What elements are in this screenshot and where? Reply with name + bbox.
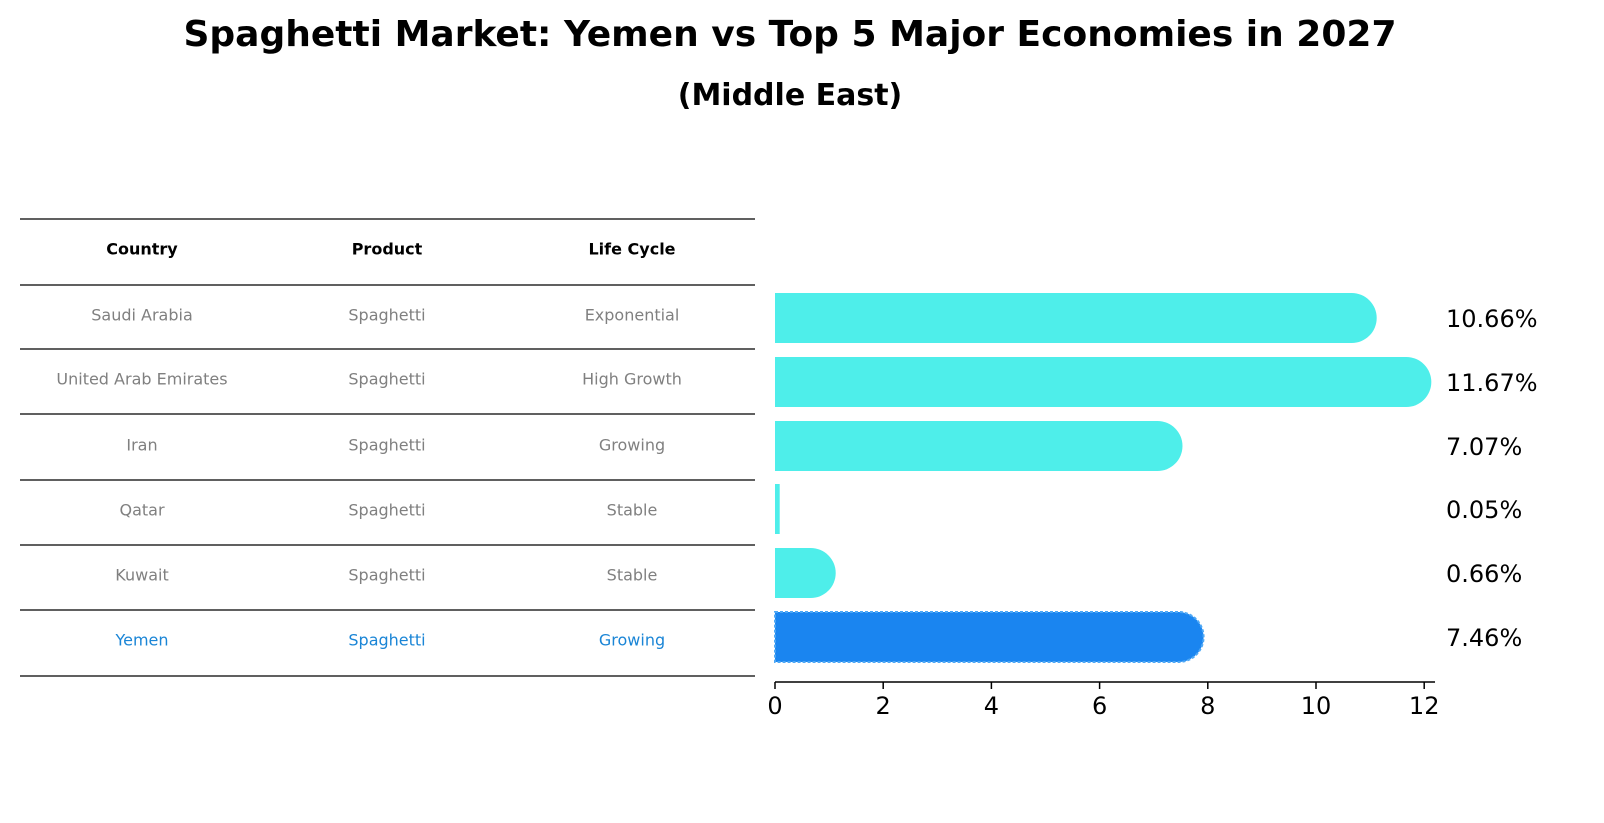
chart-title: Spaghetti Market: Yemen vs Top 5 Major E… [183, 14, 1397, 55]
table-cell: Iran [126, 436, 157, 455]
x-tick-label: 0 [767, 692, 782, 720]
table-cell: Spaghetti [348, 631, 425, 650]
chart-subtitle: (Middle East) [677, 78, 903, 113]
table-cell: United Arab Emirates [56, 370, 227, 389]
x-tick-label: 12 [1409, 692, 1440, 720]
bar [775, 421, 1183, 471]
x-tick-label: 8 [1200, 692, 1215, 720]
table-cell: Qatar [119, 501, 164, 520]
table-cell: Spaghetti [348, 501, 425, 520]
bar [774, 611, 1205, 663]
table-cell: Kuwait [115, 566, 168, 585]
bar-value-label: 7.07% [1446, 433, 1522, 461]
bar [775, 293, 1377, 343]
table-header-cell: Life Cycle [588, 240, 675, 259]
bar [775, 484, 780, 534]
table-cell: Growing [599, 436, 665, 455]
bar-value-label: 0.66% [1446, 560, 1522, 588]
bar-value-label: 7.46% [1446, 624, 1522, 652]
x-tick-label: 2 [876, 692, 891, 720]
table-cell: Stable [607, 501, 658, 520]
table-cell: Spaghetti [348, 370, 425, 389]
table-cell: Spaghetti [348, 436, 425, 455]
table-header-cell: Product [352, 240, 423, 259]
bar-value-label: 11.67% [1446, 369, 1538, 397]
x-tick-label: 4 [984, 692, 999, 720]
table-header-cell: Country [106, 240, 178, 259]
x-tick-label: 6 [1092, 692, 1107, 720]
bar [775, 548, 836, 598]
table-cell: Stable [607, 566, 658, 585]
table-cell: Spaghetti [348, 306, 425, 325]
bar [775, 357, 1432, 407]
table-cell: Growing [599, 631, 665, 650]
table-cell: High Growth [582, 370, 682, 389]
x-tick-label: 10 [1301, 692, 1332, 720]
bar-value-label: 0.05% [1446, 496, 1522, 524]
table-cell: Exponential [585, 306, 680, 325]
table-cell: Spaghetti [348, 566, 425, 585]
table-cell: Saudi Arabia [91, 306, 193, 325]
bar-value-label: 10.66% [1446, 305, 1538, 333]
table-cell: Yemen [114, 631, 168, 650]
